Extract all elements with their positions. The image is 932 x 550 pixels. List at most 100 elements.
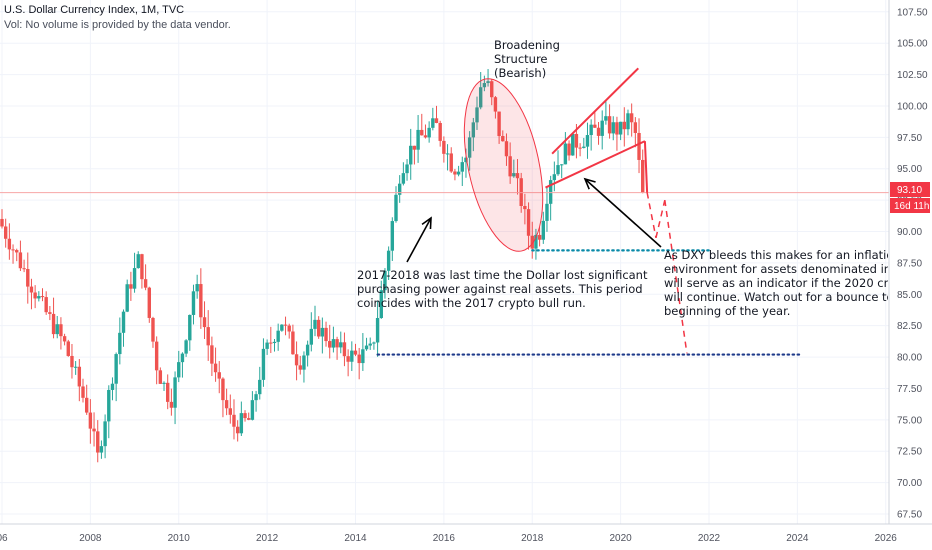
trendline-lower — [545, 140, 646, 189]
projection-segment — [655, 199, 666, 238]
candle-body — [442, 140, 446, 154]
candle-body — [217, 372, 221, 379]
candle-body — [490, 81, 494, 98]
candle-body — [582, 146, 586, 148]
candle-body — [11, 249, 15, 251]
time-tick-label: 2008 — [79, 533, 102, 544]
candle-body — [456, 171, 461, 175]
candle-body — [228, 408, 232, 415]
candle-body — [202, 317, 207, 328]
candle-body — [136, 254, 140, 269]
candle-body — [3, 226, 8, 239]
candle-body — [482, 83, 487, 88]
candle-body — [235, 426, 240, 434]
candle-body — [151, 317, 155, 342]
candle-body — [504, 141, 509, 157]
candle-body — [486, 81, 490, 84]
candle-body — [372, 342, 376, 344]
time-tick-label: 2016 — [433, 533, 456, 544]
price-tick-label: 70.00 — [897, 478, 922, 489]
candle-body — [438, 122, 442, 141]
candle-body — [162, 382, 166, 384]
candle-body — [383, 270, 387, 291]
candle-body — [574, 133, 579, 148]
candle-body — [600, 120, 604, 136]
candle-body — [213, 363, 218, 373]
price-tick-label: 97.50 — [897, 133, 922, 144]
candle-body — [55, 324, 59, 335]
candle-body — [523, 205, 527, 210]
candle-body — [29, 286, 34, 293]
broadening-structure-label: Broadening Structure (Bearish) — [494, 38, 560, 80]
candle-body — [453, 171, 457, 175]
candle-body — [471, 122, 476, 138]
candle-body — [37, 296, 41, 299]
candle-body — [18, 252, 23, 269]
candle-body — [379, 290, 383, 318]
candle-body — [92, 428, 96, 432]
candle-body — [40, 296, 45, 298]
candle-body — [77, 366, 82, 387]
price-tick-label: 80.00 — [897, 353, 922, 364]
candle-body — [305, 344, 310, 356]
candle-body — [169, 401, 174, 408]
candle-body — [313, 319, 317, 329]
candle-body — [309, 328, 314, 345]
candle-body — [375, 317, 380, 343]
drawing-overlays — [0, 67, 889, 356]
candle-body — [541, 220, 545, 240]
time-tick-label: 2012 — [256, 533, 279, 544]
time-axis-labels: 06 2008 2010 2012 2014 2016 2018 2020 2022 2024 20… — [0, 533, 897, 544]
candle-body — [320, 327, 325, 337]
last-price-badge-bg — [890, 182, 930, 197]
candle-body — [195, 284, 199, 292]
candle-body — [177, 362, 181, 378]
candle-body — [103, 421, 107, 447]
candle-body — [512, 173, 516, 177]
price-tick-label: 105.00 — [897, 39, 928, 50]
candle-body — [298, 365, 302, 370]
candle-body — [368, 343, 372, 346]
candle-body — [51, 313, 56, 335]
candle-body — [353, 350, 358, 355]
candle-body — [589, 124, 593, 136]
candle-body — [571, 133, 575, 156]
candle-body — [81, 386, 85, 398]
candle-body — [129, 284, 133, 289]
candle-body — [567, 143, 571, 156]
candle-body — [221, 378, 225, 401]
candle-body — [287, 325, 291, 332]
candle-body — [629, 113, 634, 123]
candle-body — [578, 147, 582, 149]
candle-body — [386, 250, 391, 271]
candle-body — [302, 355, 306, 370]
candle-body — [114, 354, 118, 384]
candle-body — [173, 377, 177, 408]
time-tick-label: 2010 — [168, 533, 191, 544]
candle-body — [431, 118, 435, 128]
candle-body — [44, 297, 48, 313]
candle-body — [166, 382, 170, 402]
time-tick-label: 2014 — [344, 533, 367, 544]
price-tick-label: 90.00 — [897, 227, 922, 238]
candle-body — [552, 174, 557, 181]
candle-body — [232, 414, 236, 427]
candle-body — [622, 121, 626, 130]
candle-body — [107, 389, 111, 422]
candle-body — [585, 135, 590, 147]
candle-body — [0, 218, 4, 227]
candle-body — [563, 143, 568, 165]
candle-body — [188, 314, 192, 341]
candle-body — [331, 339, 336, 348]
candle-body — [397, 183, 402, 195]
candle-body — [596, 127, 601, 136]
candle-body — [423, 135, 428, 138]
candle-body — [427, 127, 431, 138]
price-tick-label: 87.50 — [897, 258, 922, 269]
price-axis-labels: 67.50 70.00 72.50 75.00 77.50 80.00 82.50 85.00… — [897, 7, 928, 520]
candle-body — [66, 341, 70, 356]
trendline-upper — [551, 67, 639, 155]
price-axis-panel[interactable] — [889, 0, 932, 550]
candle-body — [515, 173, 520, 179]
